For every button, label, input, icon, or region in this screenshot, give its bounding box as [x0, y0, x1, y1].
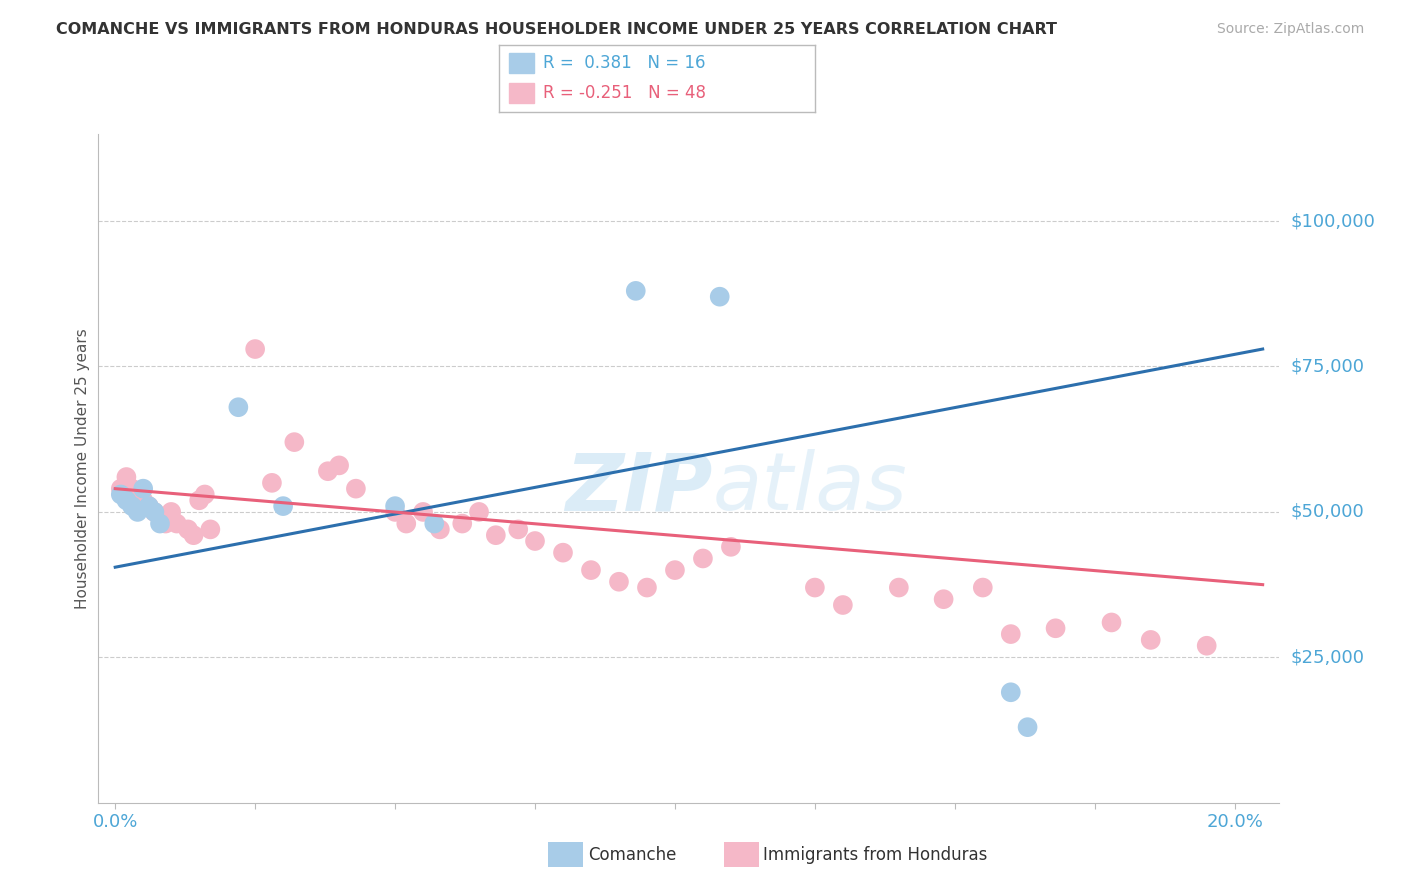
Point [804, 581, 827, 595]
Text: $25,000: $25,000 [1291, 648, 1365, 666]
Point [720, 540, 742, 554]
Point [228, 401, 250, 415]
Text: $75,000: $75,000 [1291, 358, 1365, 376]
Point [485, 528, 508, 542]
Point [451, 516, 474, 531]
Point [1101, 615, 1123, 630]
Point [194, 487, 217, 501]
Point [429, 522, 451, 536]
Point [127, 505, 149, 519]
Text: atlas: atlas [713, 450, 907, 527]
Point [395, 516, 418, 531]
Point [110, 482, 132, 496]
Point [607, 574, 630, 589]
Y-axis label: Householder Income Under 25 years: Householder Income Under 25 years [75, 328, 90, 608]
Text: $100,000: $100,000 [1291, 212, 1375, 230]
Point [283, 435, 305, 450]
Point [624, 284, 647, 298]
Point [271, 499, 294, 513]
Text: Comanche: Comanche [588, 846, 676, 863]
Text: COMANCHE VS IMMIGRANTS FROM HONDURAS HOUSEHOLDER INCOME UNDER 25 YEARS CORRELATI: COMANCHE VS IMMIGRANTS FROM HONDURAS HOU… [56, 22, 1057, 37]
Text: ZIP: ZIP [565, 450, 713, 527]
Point [143, 505, 166, 519]
Point [1000, 685, 1022, 699]
Bar [509, 84, 534, 103]
Point [121, 499, 143, 513]
Point [1017, 720, 1039, 734]
Point [155, 516, 177, 531]
Point [384, 499, 406, 513]
Point [831, 598, 853, 612]
Point [692, 551, 714, 566]
Text: $50,000: $50,000 [1291, 503, 1364, 521]
Point [166, 516, 188, 531]
Point [1045, 621, 1067, 635]
Point [316, 464, 339, 478]
Point [200, 522, 222, 536]
Point [177, 522, 200, 536]
Text: Immigrants from Honduras: Immigrants from Honduras [763, 846, 988, 863]
Point [1195, 639, 1218, 653]
Point [932, 592, 955, 607]
Point [115, 493, 138, 508]
Point [138, 499, 160, 513]
Point [183, 528, 205, 542]
Point [110, 487, 132, 501]
Point [664, 563, 686, 577]
Point [468, 505, 491, 519]
Point [709, 290, 731, 304]
Point [636, 581, 658, 595]
Point [1139, 632, 1161, 647]
Point [412, 505, 434, 519]
Point [132, 493, 155, 508]
Point [243, 342, 266, 356]
Point [551, 546, 574, 560]
Point [524, 534, 547, 549]
Point [115, 470, 138, 484]
Point [972, 581, 994, 595]
Point [149, 516, 172, 531]
Point [384, 505, 406, 519]
Bar [509, 53, 534, 73]
Text: R = -0.251   N = 48: R = -0.251 N = 48 [543, 85, 706, 103]
Point [160, 505, 183, 519]
Point [579, 563, 602, 577]
Point [121, 482, 143, 496]
Point [138, 499, 160, 513]
Text: Source: ZipAtlas.com: Source: ZipAtlas.com [1216, 22, 1364, 37]
Point [508, 522, 530, 536]
Point [887, 581, 910, 595]
Point [132, 482, 155, 496]
Point [328, 458, 350, 473]
Point [127, 487, 149, 501]
Point [143, 505, 166, 519]
Point [344, 482, 367, 496]
Point [1000, 627, 1022, 641]
Point [188, 493, 211, 508]
Point [260, 475, 283, 490]
Point [423, 516, 446, 531]
Text: R =  0.381   N = 16: R = 0.381 N = 16 [543, 54, 706, 71]
Point [149, 510, 172, 524]
